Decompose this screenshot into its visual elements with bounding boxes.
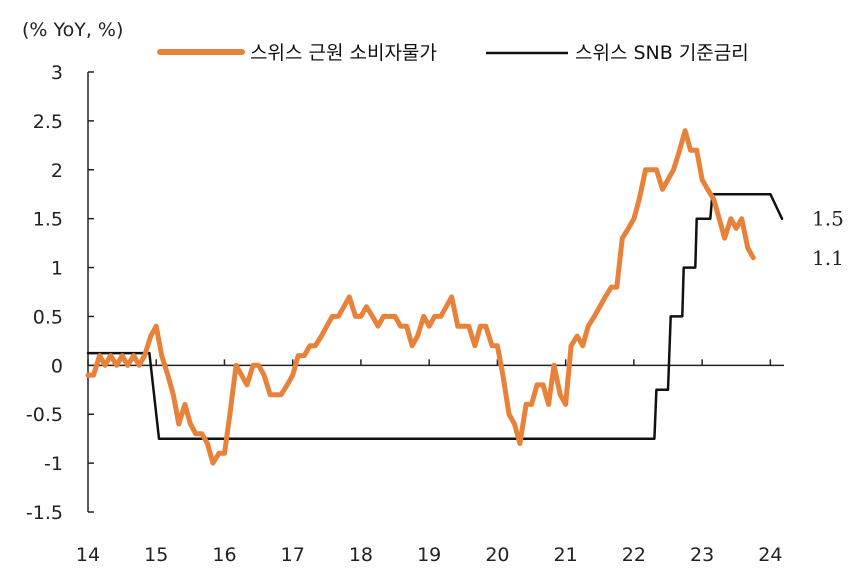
x-tick-label: 23	[690, 544, 714, 566]
legend-label-policy-rate: 스위스 SNB 기준금리	[575, 42, 749, 64]
series-line-core-cpi	[85, 128, 756, 466]
y-tick-label: -1	[44, 453, 63, 475]
legend-label-core-cpi: 스위스 근원 소비자물가	[250, 42, 437, 64]
y-tick-label: -1.5	[26, 502, 63, 524]
x-tick-label: 21	[554, 544, 578, 566]
y-tick-label: 3	[51, 62, 63, 84]
x-tick-label: 18	[349, 544, 373, 566]
x-tick-label: 19	[417, 544, 441, 566]
y-tick-label: 0.5	[33, 306, 63, 328]
y-tick-label: 1.5	[33, 209, 63, 231]
series-line-policy-rate	[86, 192, 784, 440]
x-tick-label: 17	[281, 544, 305, 566]
y-tick-label: 1	[51, 258, 63, 280]
x-tick-label: 24	[758, 544, 782, 566]
y-tick-label: 2.5	[33, 111, 63, 133]
x-tick-label: 16	[212, 544, 236, 566]
y-tick-label: -0.5	[26, 404, 63, 426]
y-axis: 3 2.5 2 1.5 1 0.5 0 -0.5 -1 -1.5	[26, 62, 784, 524]
x-tick-label: 20	[485, 544, 509, 566]
x-axis: 14 15 16 17 18 19 20 21 22 23 24	[76, 359, 782, 566]
end-label-policy-rate: 1.5	[812, 207, 844, 231]
end-label-core-cpi: 1.1	[812, 246, 844, 270]
y-tick-label: 0	[51, 355, 63, 377]
unit-label: (% YoY, %)	[22, 19, 123, 41]
legend: 스위스 근원 소비자물가 스위스 SNB 기준금리	[157, 42, 749, 64]
end-labels: 1.5 1.1	[812, 207, 844, 270]
x-tick-label: 14	[76, 544, 100, 566]
series-layer	[85, 128, 784, 466]
x-tick-label: 15	[144, 544, 168, 566]
y-tick-label: 2	[51, 160, 63, 182]
x-tick-label: 22	[622, 544, 646, 566]
